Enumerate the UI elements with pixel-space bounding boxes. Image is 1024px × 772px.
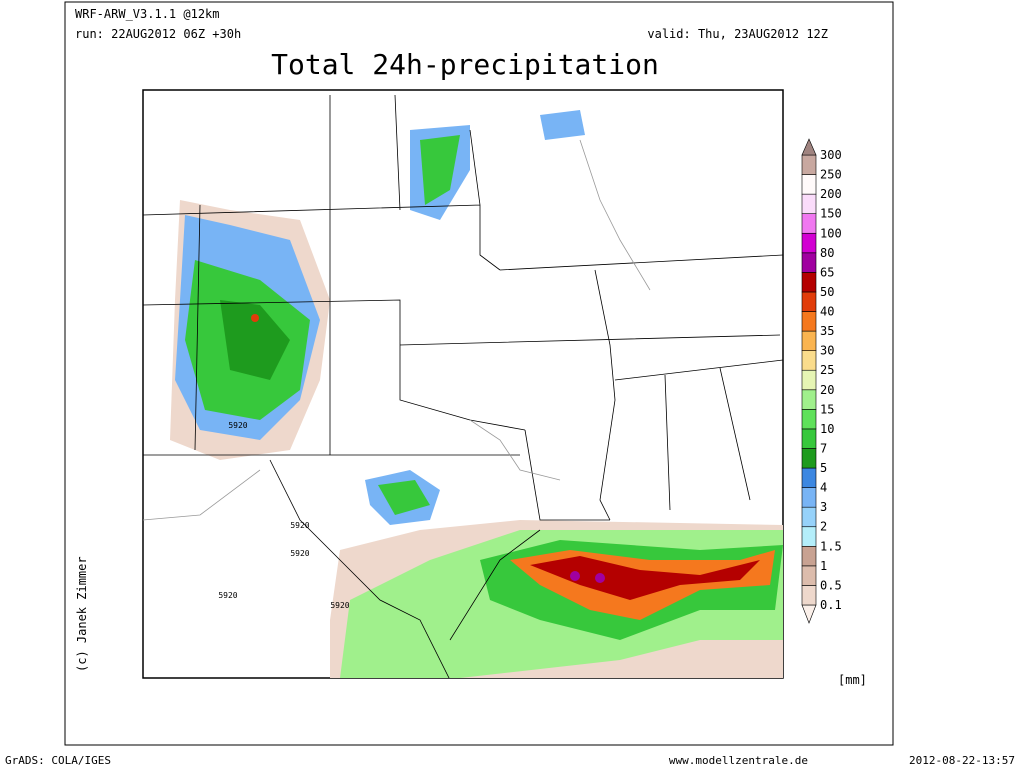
- colorbar-label: 200: [820, 187, 842, 201]
- colorbar-box: [801, 585, 817, 606]
- colorbar-box: [801, 369, 817, 391]
- footer-software: GrADS: COLA/IGES: [5, 754, 111, 767]
- colorbar-box: [801, 252, 817, 273]
- colorbar-box: [801, 546, 817, 567]
- colorbar-label: 15: [820, 402, 834, 416]
- valid-label: valid: Thu, 23AUG2012 12Z: [647, 27, 828, 41]
- colorbar-box: [801, 330, 817, 351]
- footer-timestamp: 2012-08-22-13:57: [909, 754, 1015, 767]
- colorbar-label: 2: [820, 520, 827, 534]
- colorbar-label: 30: [820, 344, 834, 358]
- colorbar-box: [801, 193, 817, 214]
- colorbar-box: [801, 389, 817, 410]
- colorbar-box: [801, 448, 817, 469]
- colorbar-label: 150: [820, 207, 842, 221]
- credit: (c) Janek Zimmer: [75, 556, 89, 672]
- colorbar-label: 25: [820, 363, 834, 377]
- colorbar-label: 35: [820, 324, 834, 338]
- colorbar-label: 50: [820, 285, 834, 299]
- colorbar-box: [801, 350, 817, 371]
- run-label: run: 22AUG2012 06Z +30h: [75, 27, 241, 41]
- contour-label: 5920: [330, 601, 349, 610]
- colorbar-box: [801, 526, 817, 547]
- colorbar-label: 1.5: [820, 539, 842, 553]
- colorbar-box: [801, 213, 817, 234]
- colorbar-box: [801, 154, 817, 175]
- colorbar: 0.1 0.5 1 1.5 2 3 4 5 7 10 15 20 25 30 35 40 50 65 80 100 15…: [801, 138, 842, 624]
- colorbar-label: 100: [820, 226, 842, 240]
- colorbar-box: [801, 311, 817, 332]
- model-label: WRF-ARW_V3.1.1 @12km: [75, 7, 220, 21]
- unit-label: [mm]: [838, 673, 867, 687]
- colorbar-label: 1: [820, 559, 827, 573]
- colorbar-label: 4: [820, 481, 827, 495]
- colorbar-label: 10: [820, 422, 834, 436]
- colorbar-label: 80: [820, 246, 834, 260]
- colorbar-box: [801, 487, 817, 508]
- contour-label: 5920: [290, 521, 309, 530]
- colorbar-arrow: [801, 138, 817, 156]
- title: Total 24h-precipitation: [271, 48, 659, 81]
- colorbar-box: [801, 428, 817, 449]
- colorbar-label: 3: [820, 500, 827, 514]
- colorbar-label: 65: [820, 265, 834, 279]
- colorbar-box: [801, 272, 817, 293]
- colorbar-box: [801, 467, 817, 488]
- colorbar-label: 250: [820, 168, 842, 182]
- colorbar-box: [801, 232, 817, 254]
- colorbar-label: 5: [820, 461, 827, 475]
- map: [142, 89, 784, 679]
- contour-label: 5920: [290, 549, 309, 558]
- colorbar-label: 0.1: [820, 598, 842, 612]
- colorbar-label: 40: [820, 305, 834, 319]
- colorbar-box: [801, 174, 817, 195]
- colorbar-label: 0.5: [820, 578, 842, 592]
- footer-site: www.modellzentrale.de: [669, 754, 808, 767]
- colorbar-box: [801, 291, 817, 312]
- colorbar-label: 7: [820, 441, 827, 455]
- colorbar-label: 20: [820, 383, 834, 397]
- contour-labels: 5920 5920 5920 5920 5920: [218, 421, 349, 610]
- contour-label: 5920: [228, 421, 247, 430]
- colorbar-label: 300: [820, 148, 842, 162]
- colorbar-box: [801, 506, 817, 528]
- contour-label: 5920: [218, 591, 237, 600]
- colorbar-box: [801, 565, 817, 586]
- colorbar-box: [801, 409, 817, 430]
